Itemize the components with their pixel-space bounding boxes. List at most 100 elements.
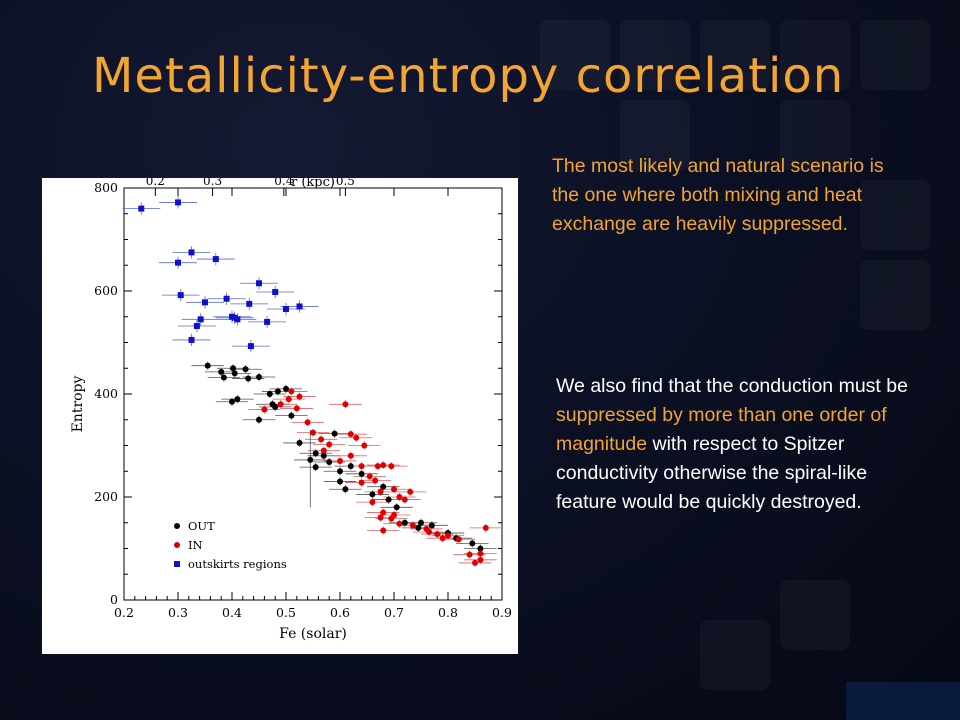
top-tick-label: 0.3 bbox=[203, 178, 222, 188]
data-point-outskirts bbox=[256, 280, 262, 287]
data-point-out bbox=[312, 464, 319, 471]
x-tick-label: 0.9 bbox=[492, 605, 512, 620]
data-point-in bbox=[347, 452, 354, 459]
top-tick-label: 0.5 bbox=[336, 178, 355, 188]
data-point-in bbox=[466, 551, 473, 558]
data-point-out bbox=[428, 522, 435, 529]
data-point-out bbox=[347, 463, 354, 470]
data-point-out bbox=[256, 416, 262, 423]
data-point-out bbox=[401, 519, 408, 526]
x-tick-label: 0.6 bbox=[330, 605, 350, 620]
slide-title: Metallicity-entropy correlation bbox=[92, 48, 845, 104]
data-point-out bbox=[218, 368, 225, 375]
data-point-in bbox=[434, 531, 441, 538]
data-point-out bbox=[380, 483, 387, 490]
x-tick-label: 0.5 bbox=[276, 605, 296, 620]
data-point-in bbox=[337, 457, 343, 464]
data-point-in bbox=[391, 486, 397, 493]
background-tile bbox=[860, 20, 930, 90]
data-point-outskirts bbox=[188, 249, 195, 256]
data-point-outskirts bbox=[247, 343, 254, 350]
data-point-out bbox=[469, 540, 476, 547]
data-point-in bbox=[361, 442, 368, 449]
legend-label: IN bbox=[188, 538, 203, 552]
chart-figure: 0.2 0.3 0.4 0.5 0.6 0.7 0.8 0.9 0 200 400 600 800 0.2… bbox=[42, 178, 518, 654]
data-point-in bbox=[304, 419, 311, 426]
data-point-in bbox=[380, 527, 387, 534]
data-point-in bbox=[472, 559, 478, 566]
data-point-out bbox=[229, 398, 235, 405]
data-point-in bbox=[358, 479, 365, 486]
data-point-in bbox=[358, 463, 365, 470]
legend: OUT IN outskirts regions bbox=[174, 519, 287, 571]
y-tick-label: 200 bbox=[94, 489, 118, 504]
y-tick-label: 600 bbox=[94, 283, 118, 298]
data-point-in bbox=[318, 436, 325, 443]
data-point-out bbox=[331, 430, 338, 437]
data-point-out bbox=[274, 388, 281, 395]
data-point-out bbox=[245, 375, 252, 382]
data-point-in bbox=[372, 477, 379, 484]
x-tick-label: 0.3 bbox=[168, 605, 188, 620]
data-point-outskirts bbox=[202, 299, 208, 306]
data-point-outskirts bbox=[193, 323, 200, 330]
data-point-in bbox=[261, 406, 268, 413]
data-point-out bbox=[256, 374, 262, 381]
background-tile bbox=[700, 620, 770, 690]
x-axis-label: Fe (solar) bbox=[279, 626, 347, 642]
data-point-outskirts bbox=[246, 300, 253, 307]
data-point-in bbox=[445, 532, 451, 539]
paragraph-scenario: The most likely and natural scenario is … bbox=[552, 155, 884, 235]
data-point-in bbox=[380, 462, 387, 469]
x-tick-label: 0.8 bbox=[438, 605, 458, 620]
top-tick-label: 0.4 bbox=[274, 178, 293, 188]
data-point-in bbox=[369, 499, 376, 506]
legend-marker-outskirts bbox=[174, 561, 180, 567]
y-axis-label: Entropy bbox=[70, 375, 86, 432]
data-point-outskirts bbox=[212, 256, 219, 263]
data-point-out bbox=[326, 458, 333, 465]
top-tick-label: 0.2 bbox=[146, 178, 165, 188]
x-tick-label: 0.2 bbox=[114, 605, 134, 620]
data-point-out bbox=[204, 362, 211, 369]
data-point-in bbox=[380, 509, 387, 516]
top-axis-label: r (kpc) bbox=[291, 178, 335, 190]
data-point-in bbox=[310, 429, 316, 436]
data-point-out bbox=[385, 496, 392, 503]
background-tile bbox=[860, 260, 930, 330]
data-point-in bbox=[388, 463, 395, 470]
data-point-out bbox=[415, 524, 422, 531]
data-point-in bbox=[366, 473, 373, 480]
data-point-out bbox=[418, 519, 424, 526]
y-tick-label: 800 bbox=[94, 180, 118, 195]
data-point-outskirts bbox=[175, 199, 181, 206]
data-point-out bbox=[283, 385, 289, 392]
data-point-out bbox=[242, 366, 249, 373]
data-point-out bbox=[307, 456, 314, 463]
x-tick-label: 0.4 bbox=[222, 605, 242, 620]
data-point-out bbox=[342, 486, 349, 493]
data-point-out bbox=[393, 504, 400, 511]
data-point-in bbox=[477, 556, 484, 563]
legend-marker-out bbox=[174, 523, 180, 529]
data-point-in bbox=[374, 463, 381, 470]
x-tick-label: 0.7 bbox=[384, 605, 404, 620]
background-tile bbox=[780, 580, 850, 650]
data-point-out bbox=[477, 545, 484, 552]
data-point-in bbox=[396, 520, 403, 527]
data-point-in bbox=[377, 514, 384, 521]
corner-decoration bbox=[846, 682, 960, 720]
data-point-outskirts bbox=[175, 259, 181, 266]
y-tick-label: 0 bbox=[110, 592, 118, 607]
data-point-out bbox=[296, 439, 303, 446]
data-point-in bbox=[296, 393, 303, 400]
data-point-out bbox=[272, 403, 279, 410]
data-point-in bbox=[347, 431, 354, 438]
entropy-fe-scatter-chart: 0.2 0.3 0.4 0.5 0.6 0.7 0.8 0.9 0 200 400 600 800 0.2… bbox=[70, 178, 512, 642]
error-bars bbox=[122, 196, 502, 568]
data-point-out bbox=[312, 450, 319, 457]
data-point-outskirts bbox=[188, 336, 195, 343]
data-point-outskirts bbox=[296, 303, 303, 310]
data-point-outskirts bbox=[177, 292, 184, 299]
data-point-in bbox=[407, 488, 414, 495]
